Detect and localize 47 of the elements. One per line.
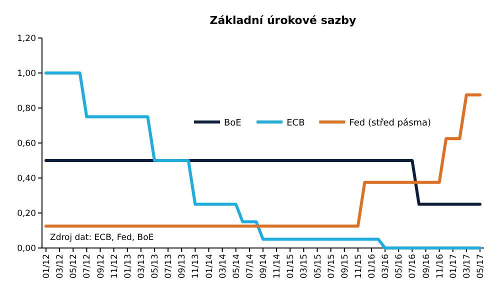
- x-tick-label: 03/13: [136, 254, 147, 278]
- line-series: [44, 93, 482, 228]
- x-tick-label: 11/13: [191, 254, 202, 278]
- x-tick-label: 05/13: [150, 254, 160, 278]
- x-tick-label: 03/15: [300, 254, 310, 278]
- legend-label: Fed (střed pásma): [349, 118, 432, 128]
- x-tick-label: 01/16: [368, 254, 378, 278]
- x-tick-label: 09/16: [422, 254, 432, 278]
- x-tick-label: 11/15: [354, 254, 364, 278]
- x-tick-label: 07/13: [164, 254, 174, 278]
- x-tick-label: 05/12: [69, 254, 80, 278]
- x-tick-label: 09/15: [340, 254, 350, 278]
- x-tick-label: 09/12: [96, 254, 106, 278]
- y-tick-label: 0,40: [17, 174, 36, 184]
- x-tick-label: 07/15: [326, 254, 337, 278]
- legend-label: ECB: [286, 118, 305, 128]
- x-tick-label: 07/12: [82, 254, 93, 278]
- x-tick-label: 09/13: [178, 254, 188, 278]
- x-tick-label: 05/17: [476, 254, 486, 278]
- x-tick-label: 03/17: [462, 254, 472, 278]
- line-series: [44, 72, 482, 250]
- x-tick-label: 07/16: [408, 254, 418, 278]
- x-tick-label: 03/16: [381, 254, 392, 278]
- y-tick-label: 0,60: [17, 139, 36, 149]
- chart-title: Základní úrokové sazby: [210, 14, 356, 27]
- annotation: Zdroj dat: ECB, Fed, BoE: [50, 233, 154, 243]
- x-tick-label: 11/16: [435, 254, 446, 278]
- y-tick-label: 1,00: [17, 69, 36, 79]
- y-tick-label: 0,20: [17, 209, 36, 219]
- x-tick-label: 09/14: [259, 254, 269, 278]
- x-tick-label: 03/12: [56, 254, 66, 278]
- x-tick-label: 01/13: [123, 254, 134, 278]
- x-tick-label: 03/14: [218, 254, 228, 278]
- x-tick-label: 01/17: [448, 254, 459, 278]
- x-tick-label: 05/16: [394, 254, 405, 278]
- y-tick-label: 1,20: [17, 34, 36, 44]
- x-tick-label: 11/14: [272, 254, 283, 278]
- legend-label: BoE: [224, 118, 242, 128]
- y-tick-label: 0,00: [17, 244, 36, 254]
- x-tick-label: 11/12: [110, 254, 120, 278]
- x-tick-label: 05/14: [232, 254, 242, 278]
- y-tick-label: 0,80: [17, 104, 36, 114]
- x-tick-label: 01/15: [286, 254, 296, 278]
- x-tick-label: 01/12: [42, 254, 52, 278]
- x-tick-label: 01/14: [204, 254, 215, 278]
- x-tick-label: 07/14: [245, 254, 256, 278]
- x-tick-label: 05/15: [313, 254, 324, 278]
